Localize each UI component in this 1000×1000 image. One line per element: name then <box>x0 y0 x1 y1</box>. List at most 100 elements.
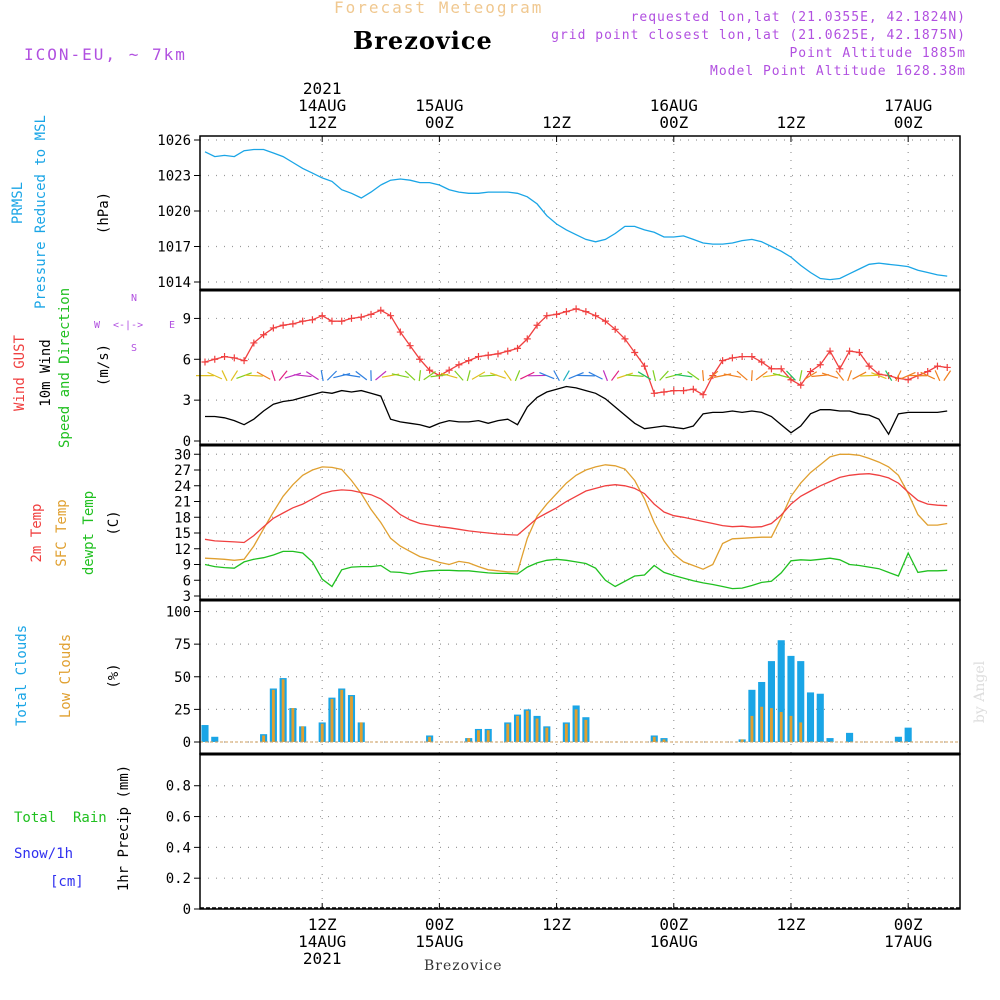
gust-marker <box>465 357 473 365</box>
wind-direction-arrow <box>895 370 902 382</box>
y-tick-label: 25 <box>174 702 191 718</box>
gust-marker <box>816 361 824 369</box>
gust-marker <box>377 306 385 314</box>
gust-marker <box>328 317 336 325</box>
gridpoint-coordinates: grid point closest lon,lat (21.0625E, 42… <box>551 28 966 43</box>
y-tick-label: 15 <box>174 526 191 542</box>
gust-marker <box>748 353 756 361</box>
wind-direction-arrow <box>637 371 652 380</box>
y-tick-label: 27 <box>174 463 191 479</box>
y-tick-label: 0 <box>183 902 191 918</box>
wind-direction-arrow <box>440 372 458 379</box>
total-cloud-bar <box>201 725 209 742</box>
gust-marker <box>318 312 326 320</box>
gust-marker <box>572 305 580 313</box>
wind-direction-arrow <box>256 371 271 380</box>
2m-temp-line <box>204 473 948 544</box>
y-tick-label: 9 <box>183 558 191 574</box>
wind-direction-arrow <box>835 370 845 381</box>
wind-direction-arrow <box>772 372 790 379</box>
wind-direction-arrow <box>278 370 288 381</box>
gust-marker <box>533 321 541 329</box>
wind-direction-arrow <box>423 371 436 381</box>
wind-direction-arrow <box>707 370 719 381</box>
wind-direction-arrow <box>847 370 853 382</box>
total-cloud-bar <box>767 661 775 742</box>
total-cloud-bar <box>816 693 824 742</box>
wind-direction-arrow <box>803 371 818 381</box>
bottom-time-label: 00Z <box>425 915 454 934</box>
gust-marker <box>767 365 775 373</box>
wind-direction-arrow <box>821 372 839 379</box>
snow-label: Snow/1h <box>14 846 74 862</box>
y-tick-label: 6 <box>183 573 191 589</box>
gust-marker <box>855 348 863 356</box>
wind-direction-arrow <box>755 370 768 381</box>
gust-marker <box>807 368 815 376</box>
sfc-temp-line <box>204 453 948 573</box>
gust-marker <box>758 358 766 366</box>
gust-marker <box>289 320 297 328</box>
gust-marker <box>738 353 746 361</box>
gust-marker <box>933 362 941 370</box>
low-cloud-bar <box>262 735 266 742</box>
low-cloud-bar <box>750 715 754 742</box>
gust-marker <box>494 350 502 358</box>
wind-direction-arrow <box>943 370 952 381</box>
wind-direction-arrow <box>479 374 498 377</box>
top-time-label: 14AUG <box>298 96 346 115</box>
low-cloud-bar <box>662 739 666 742</box>
gust-marker <box>621 335 629 343</box>
bottom-time-label: 2021 <box>303 949 342 968</box>
total-cloud-bar <box>787 655 795 742</box>
y-tick-label: 0.8 <box>166 779 191 795</box>
gust-marker <box>338 317 346 325</box>
wind-direction-arrow <box>659 370 669 381</box>
y-tick-label: 30 <box>174 447 191 463</box>
gust-marker <box>689 385 697 393</box>
footer-location: Brezovice <box>424 958 503 974</box>
panel-frame <box>199 444 961 601</box>
requested-coordinates: requested lon,lat (21.0355E, 42.1824N) <box>630 10 966 25</box>
wind-direction-arrow <box>471 371 486 380</box>
gust-marker <box>504 347 512 355</box>
low-cloud-bar <box>467 738 471 742</box>
gust-marker <box>543 312 551 320</box>
gust-marker <box>445 366 453 374</box>
point-altitude: Point Altitude 1885m <box>789 46 966 61</box>
gust-marker <box>201 358 209 366</box>
wind-direction-arrow <box>674 373 693 378</box>
wind-direction-arrow <box>466 370 471 382</box>
gust-marker <box>562 308 570 316</box>
wind-direction-arrow <box>418 370 422 382</box>
gust-marker <box>474 353 482 361</box>
bottom-time-label: 12Z <box>308 915 337 934</box>
gust-marker <box>426 366 434 374</box>
dewpoint-line <box>204 550 948 590</box>
y-tick-label: 12 <box>174 542 191 558</box>
total-cloud-bar <box>846 732 854 742</box>
y-tick-label: 0.2 <box>166 871 191 887</box>
wind-direction-arrow <box>236 372 252 380</box>
y-tick-label: 0 <box>183 434 191 450</box>
wind-direction-arrow <box>207 371 223 380</box>
compass-north: N <box>131 293 138 304</box>
top-time-label: 00Z <box>425 113 454 132</box>
total-cloud-bar <box>904 727 912 742</box>
snow-unit-label: [cm] <box>50 874 84 890</box>
gust-marker <box>240 357 248 365</box>
gust-marker <box>553 310 561 318</box>
gust-marker <box>924 368 932 376</box>
gust-marker <box>650 389 658 397</box>
low-cloud-bar <box>770 708 773 742</box>
gust-marker <box>250 339 258 347</box>
wind-direction-arrow <box>625 374 644 377</box>
wind-direction-arrow <box>736 370 748 381</box>
bottom-time-label: 00Z <box>659 915 688 934</box>
bottom-time-label: 12Z <box>777 915 806 934</box>
wind-speed-line <box>205 385 948 436</box>
gust-marker <box>728 354 736 362</box>
bottom-time-label: 14AUG <box>298 932 346 951</box>
wind-direction-arrow <box>687 371 700 381</box>
gust-marker <box>943 363 951 371</box>
